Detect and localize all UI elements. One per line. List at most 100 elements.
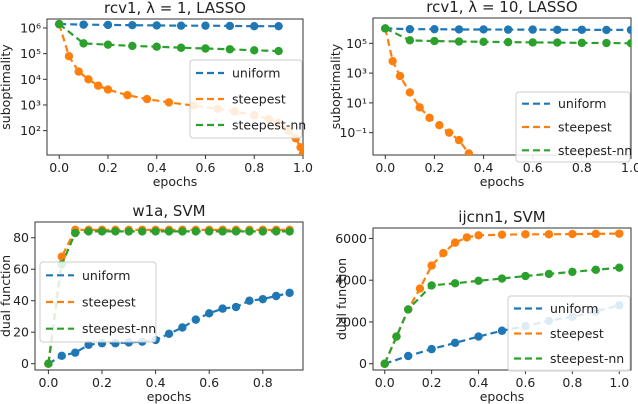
data-point-steepest-nn (380, 359, 389, 368)
y-tick-label: 10⁵ (20, 46, 41, 61)
data-point-steepest-nn (258, 227, 267, 236)
data-point-steepest-nn (124, 227, 133, 236)
x-tick-label: 0.6 (199, 375, 219, 390)
data-point-steepest-nn (205, 227, 214, 236)
data-point-steepest (425, 113, 434, 122)
y-tick-label: 10¹ (346, 95, 367, 110)
legend-label-steepest: steepest (232, 92, 286, 107)
series-uniform (381, 24, 631, 35)
x-tick-label: 0.2 (422, 375, 442, 390)
data-point-steepest (454, 135, 464, 145)
data-point-steepest-nn (403, 305, 413, 314)
legend-box (507, 295, 631, 372)
data-point-steepest (450, 238, 460, 247)
data-point-steepest-nn (450, 279, 460, 288)
legend: uniform steepest steepest-nn (515, 91, 632, 163)
data-point-uniform (553, 25, 562, 34)
data-point-steepest-nn (225, 45, 235, 54)
data-point-uniform (497, 326, 507, 335)
data-point-steepest (64, 52, 74, 61)
y-tick-label: 10³ (20, 97, 41, 112)
x-tick-label: 0.8 (572, 160, 592, 175)
data-point-steepest-nn (231, 227, 241, 236)
data-point-steepest-nn (138, 227, 147, 236)
data-point-steepest-nn (430, 36, 439, 46)
data-point-steepest-nn (553, 38, 562, 47)
legend: uniform steepest steepest-nn (39, 261, 157, 343)
data-point-steepest (405, 88, 415, 97)
data-point-steepest-nn (164, 227, 174, 236)
series-uniform (54, 19, 283, 31)
chart-1: rcv1, λ = 1, LASSO 0.0 0.2 0.4 0.6 0.8 1.0 10² 1… (0, 0, 313, 189)
series-steepest-nn (381, 24, 631, 48)
legend-label-steepest: steepest (558, 120, 612, 135)
data-point-steepest-nn (178, 227, 187, 236)
data-point-uniform (225, 21, 235, 31)
y-tick-label: 2000 (335, 314, 367, 329)
plot-frame (46, 18, 304, 156)
legend-label-steepest: steepest (550, 326, 604, 341)
data-point-steepest (544, 230, 554, 239)
x-tick-label: 0.2 (98, 160, 118, 175)
data-point-uniform (626, 25, 631, 35)
data-point-steepest-nn (503, 37, 513, 47)
x-tick-label: 0.0 (49, 160, 69, 175)
legend-label-uniform: uniform (558, 96, 606, 111)
data-point-steepest (74, 67, 83, 76)
data-point-steepest-nn (274, 46, 283, 56)
data-point-steepest-nn (44, 359, 53, 368)
data-point-steepest (388, 56, 397, 66)
x-tick-label: 0.6 (196, 160, 216, 175)
data-point-steepest (497, 230, 507, 239)
plot-frame (372, 227, 632, 371)
data-point-uniform (602, 25, 611, 35)
series-line-uniform (59, 23, 279, 28)
data-point-steepest (57, 252, 66, 261)
y-axis-label: suboptimality (328, 43, 343, 129)
data-point-steepest (94, 81, 103, 90)
data-point-uniform (79, 20, 88, 29)
legend-label-uniform: uniform (550, 301, 598, 316)
x-tick-label: 0.0 (375, 160, 395, 175)
data-point-uniform (274, 21, 283, 31)
series-steepest-nn (54, 19, 283, 56)
data-point-steepest-nn (84, 227, 93, 236)
data-point-steepest (298, 149, 303, 155)
x-tick-label: 1.0 (293, 160, 313, 175)
data-point-uniform (528, 25, 537, 34)
data-point-steepest (415, 284, 425, 293)
x-tick-label: 0.6 (516, 375, 536, 390)
data-point-steepest (462, 233, 472, 242)
data-point-steepest-nn (602, 38, 611, 48)
data-point-steepest (568, 229, 577, 239)
data-point-uniform (57, 351, 66, 361)
legend-label-steepest: steepest (82, 295, 136, 310)
data-point-uniform (218, 304, 227, 313)
x-axis-label: epochs (480, 174, 525, 189)
x-tick-label: 0.4 (474, 160, 494, 175)
data-point-steepest (142, 94, 152, 104)
data-point-steepest-nn (191, 227, 200, 236)
data-point-steepest-nn (285, 227, 294, 236)
data-point-steepest (615, 229, 624, 238)
data-point-steepest-nn (405, 36, 415, 45)
data-point-steepest-nn (392, 332, 401, 341)
data-point-steepest (103, 85, 113, 94)
data-point-uniform (427, 344, 436, 354)
y-tick-label: 10⁶ (20, 20, 41, 35)
data-point-uniform (176, 21, 186, 30)
chart-title: w1a, SVM (132, 202, 205, 220)
data-point-uniform (250, 21, 259, 31)
data-point-steepest-nn (474, 276, 483, 286)
x-tick-label: 0.2 (92, 375, 112, 390)
data-point-uniform (128, 20, 137, 30)
x-tick-label: 0.4 (147, 160, 167, 175)
y-tick-label: 10³ (346, 66, 367, 81)
data-point-uniform (152, 21, 161, 30)
data-point-steepest-nn (497, 274, 507, 283)
chart-title: ijcnn1, SVM (458, 208, 545, 226)
legend-label-steepest-nn: steepest-nn (82, 321, 156, 336)
data-point-steepest-nn (381, 24, 390, 33)
data-point-steepest-nn (454, 37, 464, 46)
legend: uniform steepest steepest-nn (507, 295, 631, 372)
